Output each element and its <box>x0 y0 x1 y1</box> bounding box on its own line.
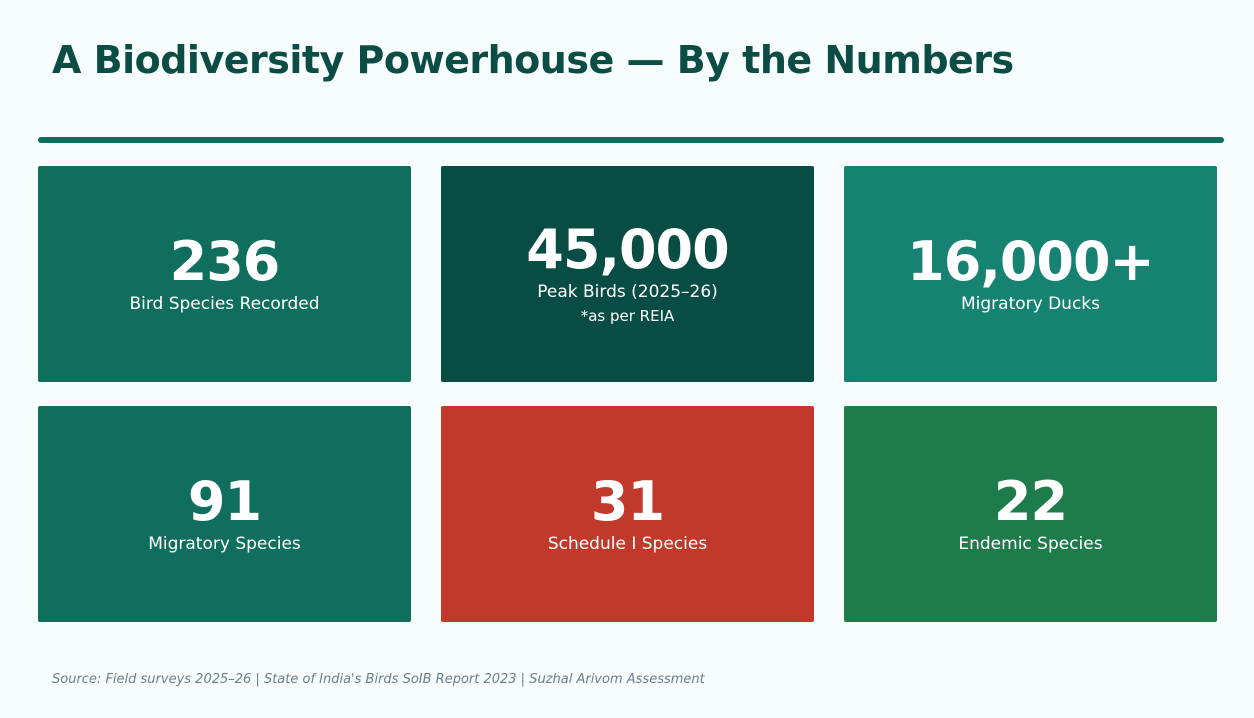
stat-value: 16,000+ <box>907 230 1155 293</box>
stat-note: *as per REIA <box>580 307 675 325</box>
stat-value: 236 <box>169 230 281 293</box>
stat-value: 22 <box>993 470 1068 533</box>
stat-card-bird-species: 236 Bird Species Recorded <box>38 166 411 382</box>
stat-card-endemic-species: 22 Endemic Species <box>844 406 1217 622</box>
stat-label: Bird Species Recorded <box>129 294 320 314</box>
stat-card-migratory-species: 91 Migratory Species <box>38 406 411 622</box>
stat-value: 91 <box>187 470 262 533</box>
page-title: A Biodiversity Powerhouse — By the Numbe… <box>52 38 1014 82</box>
stat-value: 45,000 <box>526 218 729 281</box>
stat-value: 31 <box>590 470 665 533</box>
stat-card-peak-birds: 45,000 Peak Birds (2025–26) *as per REIA <box>441 166 814 382</box>
stat-label: Schedule I Species <box>547 534 708 554</box>
title-divider <box>38 137 1224 143</box>
stat-card-migratory-ducks: 16,000+ Migratory Ducks <box>844 166 1217 382</box>
stat-label: Migratory Ducks <box>960 294 1101 314</box>
stat-label: Migratory Species <box>148 534 301 554</box>
stat-label: Endemic Species <box>958 534 1103 554</box>
source-note: Source: Field surveys 2025–26 | State of… <box>52 672 705 687</box>
stat-card-schedule-i-species: 31 Schedule I Species <box>441 406 814 622</box>
stat-label: Peak Birds (2025–26) <box>537 282 718 302</box>
